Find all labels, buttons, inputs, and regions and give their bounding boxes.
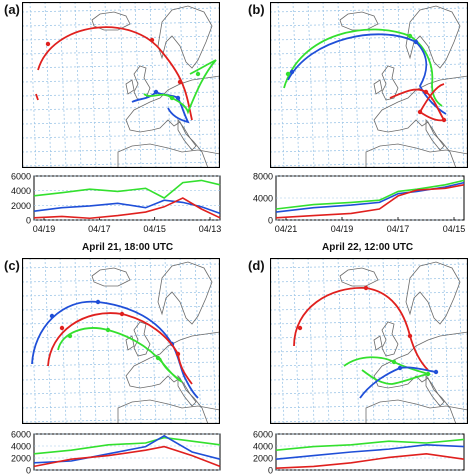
y-tick-label: 6000 [253,430,273,440]
altitude-timeseries-d: 6000 4000 2000 0 [253,430,465,474]
trajectory-green [143,59,217,115]
coastline-map [339,261,468,424]
trajectory-marker [95,299,101,305]
altitude-line-green [33,179,221,199]
trajectory-marker [397,365,403,371]
y-tick-label: 4000 [253,442,273,452]
trajectory-marker [59,325,65,331]
trajectory-marker [363,285,369,291]
trajectory-marker [177,79,183,85]
altitude-line-blue [275,181,465,213]
altitude-timeseries-c: 6000 4000 2000 0 [11,430,221,474]
y-tick-label: 4000 [253,194,273,204]
altitude-line-red [33,197,221,220]
trajectory-marker [175,95,181,101]
trajectory-red [35,93,39,101]
x-tick-label: 04/17 [88,224,111,234]
altitude-line-red [33,445,221,468]
y-tick-label: 2000 [11,201,31,211]
trajectory-marker [289,69,295,75]
coastline-map [339,5,468,168]
altitude-line-blue [275,443,465,460]
trajectory-red [37,26,193,121]
trajectory-marker [407,33,413,39]
y-tick-label: 0 [26,216,31,226]
y-tick-label: 4000 [11,442,31,452]
trajectory-marker [169,95,175,101]
trajectory-marker [49,313,55,319]
altitude-line-green [275,179,465,210]
y-tick-label: 2000 [253,454,273,464]
x-tick-label: 04/19 [331,224,354,234]
coastline-map [91,261,220,424]
x-tick-label: 04/15 [443,224,466,234]
trajectory-marker [441,117,447,123]
x-tick-label: 04/13 [199,224,222,234]
altitude-line-red [275,184,465,219]
trajectory-red [293,287,429,371]
altitude-line-blue [33,434,221,464]
altitude-timeseries-a: 6000 4000 2000 004/19 04/17 04/15 04/13 [11,172,222,234]
trajectory-marker [407,333,413,339]
trajectory-marker [195,71,201,77]
trajectory-red [47,312,193,385]
trajectory-marker [155,355,161,361]
x-tick-label: 04/15 [143,224,166,234]
trajectory-marker [297,325,303,331]
altitude-timeseries-b: 8000 4000 004/21 04/19 04/17 04/15 [253,172,466,234]
trajectory-marker [149,37,155,43]
trajectory-marker [45,41,51,47]
x-tick-label: 04/21 [275,224,298,234]
trajectory-marker [417,109,423,115]
trajectory-marker [423,89,429,95]
trajectory-map-a [22,2,220,168]
panel-label-a: (a) [4,2,20,17]
x-tick-label: 04/19 [33,224,56,234]
y-tick-label: 2000 [11,454,31,464]
y-tick-label: 6000 [11,172,31,182]
altitude-line-green [275,438,465,451]
trajectory-marker [413,39,419,45]
trajectory-map-d [270,258,468,424]
trajectory-map-c [22,258,220,424]
altitude-line-green [33,436,221,455]
trajectory-map-b [270,2,468,168]
trajectory-marker [425,371,431,377]
trajectory-marker [67,333,73,339]
y-tick-label: 0 [26,466,31,474]
panel-label-d: (d) [248,258,265,273]
y-tick-label: 4000 [11,186,31,196]
trajectory-blue [31,300,199,399]
x-tick-label: 04/17 [387,224,410,234]
panel-title-c: April 21, 18:00 UTC [82,242,174,253]
panel-label-c: (c) [4,258,20,273]
trajectory-marker [175,351,181,357]
trajectory-marker [285,71,291,77]
trajectory-marker [391,359,397,365]
y-tick-label: 0 [268,466,273,474]
trajectory-marker [153,89,159,95]
trajectory-marker [105,327,111,333]
y-tick-label: 0 [268,216,273,226]
panel-label-b: (b) [248,2,265,17]
y-tick-label: 8000 [253,172,273,182]
trajectory-marker [433,369,439,375]
trajectory-marker [119,311,125,317]
y-tick-label: 6000 [11,430,31,440]
altitude-line-red [275,452,465,469]
panel-title-d: April 22, 12:00 UTC [322,242,414,253]
